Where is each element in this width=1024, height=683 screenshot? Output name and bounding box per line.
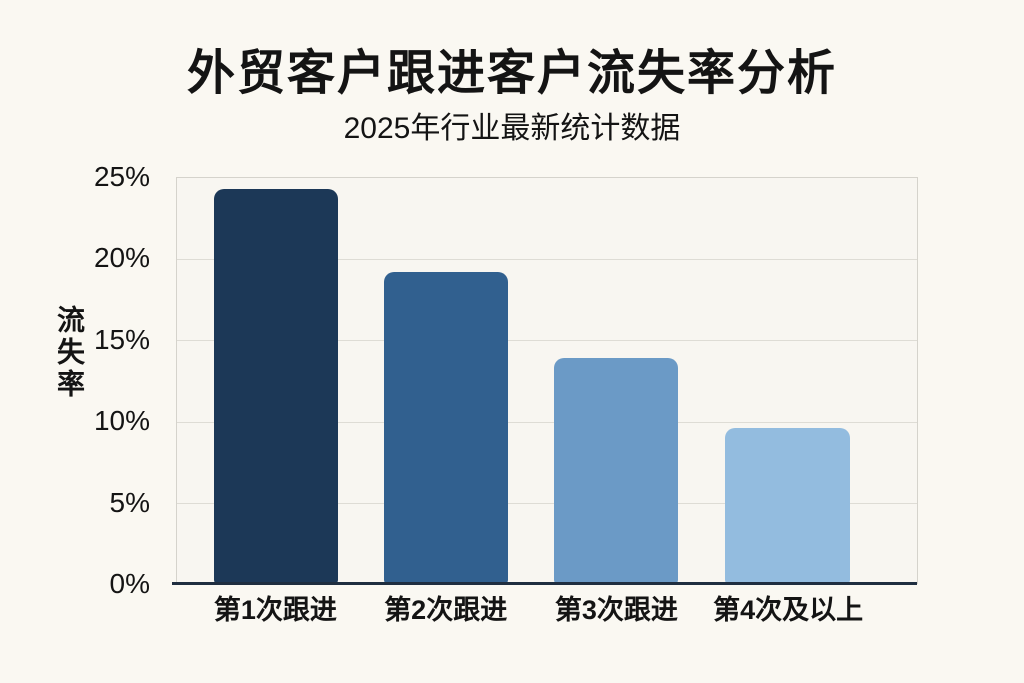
chart-title: 外贸客户跟进客户流失率分析	[186, 47, 837, 100]
gridline	[177, 502, 917, 504]
chart-subtitle: 2025年行业最新统计数据	[343, 112, 681, 145]
gridline	[177, 259, 917, 261]
x-category-label: 第1次跟进	[213, 595, 337, 625]
x-category-label: 第2次跟进	[384, 595, 508, 625]
x-axis-line	[172, 582, 917, 585]
y-tick-label: 0%	[109, 568, 150, 599]
x-axis-labels: 第1次跟进 第2次跟进 第3次跟进 第4次及以上	[176, 593, 918, 635]
y-axis-title: 流失率	[54, 305, 85, 401]
x-category-label: 第4次及以上	[713, 595, 864, 625]
y-tick-label: 10%	[93, 405, 150, 437]
bar-4	[725, 428, 850, 584]
x-category-label: 第3次跟进	[554, 595, 678, 625]
y-tick-label: 15%	[93, 323, 150, 355]
bar-1	[214, 189, 339, 584]
y-tick-label: 5%	[109, 486, 150, 518]
y-tick-label: 25%	[93, 161, 150, 192]
y-tick-label: 20%	[93, 242, 150, 274]
gridline	[177, 421, 917, 423]
bar-3	[554, 358, 679, 584]
bar-2	[383, 272, 509, 584]
y-axis-ticks: 0% 5% 10% 15% 20% 25%	[40, 161, 162, 599]
plot-area	[172, 177, 918, 585]
gridline	[177, 340, 917, 342]
